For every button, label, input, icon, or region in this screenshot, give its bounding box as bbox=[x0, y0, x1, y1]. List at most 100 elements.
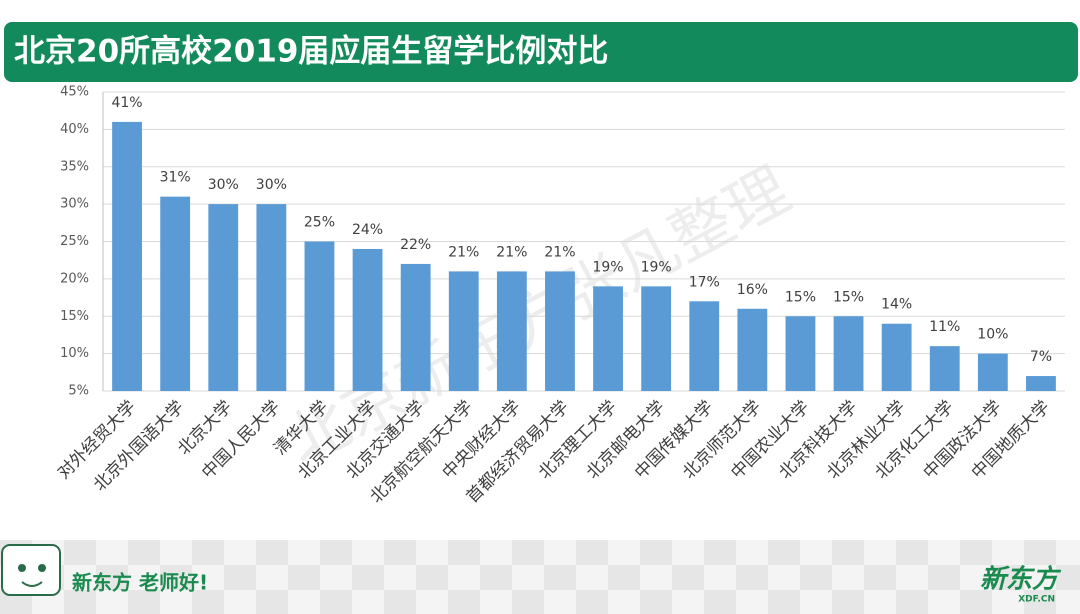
bar bbox=[785, 316, 816, 391]
check bbox=[192, 590, 224, 614]
value-label: 21% bbox=[496, 244, 527, 260]
bar bbox=[112, 121, 142, 392]
bar bbox=[256, 204, 287, 391]
y-tick-label: 5% bbox=[68, 384, 89, 399]
y-tick-label: 40% bbox=[60, 122, 89, 137]
check bbox=[320, 540, 352, 565]
check bbox=[288, 565, 320, 590]
value-label: 11% bbox=[929, 319, 960, 335]
check bbox=[480, 565, 512, 590]
footer-pattern bbox=[0, 540, 1080, 614]
value-label: 21% bbox=[544, 244, 575, 260]
check bbox=[384, 540, 416, 565]
value-label: 31% bbox=[160, 170, 191, 186]
y-tick-label: 15% bbox=[60, 309, 89, 324]
check bbox=[576, 540, 608, 565]
y-tick-label: 25% bbox=[60, 234, 89, 249]
check bbox=[128, 540, 160, 565]
check bbox=[544, 565, 576, 590]
bar bbox=[1026, 376, 1056, 391]
check bbox=[704, 590, 736, 614]
check bbox=[512, 590, 544, 614]
value-label: 16% bbox=[737, 282, 768, 298]
bar bbox=[160, 196, 191, 391]
check bbox=[128, 590, 160, 614]
check bbox=[800, 565, 832, 590]
check bbox=[448, 540, 480, 565]
bar bbox=[977, 353, 1008, 391]
check bbox=[896, 540, 928, 565]
check bbox=[832, 540, 864, 565]
footer-slogan: 新东方 老师好! bbox=[72, 571, 208, 595]
check bbox=[896, 590, 928, 614]
y-tick-label: 45% bbox=[60, 85, 89, 100]
value-label: 15% bbox=[785, 289, 816, 305]
value-label: 19% bbox=[592, 259, 623, 275]
bar bbox=[545, 271, 575, 391]
y-tick-label: 10% bbox=[60, 346, 89, 361]
value-label: 24% bbox=[352, 222, 383, 238]
check bbox=[768, 540, 800, 565]
y-tick-label: 35% bbox=[60, 159, 89, 174]
value-label: 17% bbox=[689, 274, 720, 290]
check bbox=[352, 565, 384, 590]
value-label: 14% bbox=[881, 297, 912, 313]
check bbox=[64, 540, 96, 565]
value-label: 21% bbox=[448, 244, 479, 260]
value-label: 41% bbox=[111, 95, 142, 111]
check bbox=[448, 590, 480, 614]
check bbox=[512, 540, 544, 565]
value-label: 7% bbox=[1030, 349, 1052, 365]
check bbox=[928, 565, 960, 590]
bar bbox=[737, 308, 768, 391]
check bbox=[640, 590, 672, 614]
check bbox=[960, 590, 992, 614]
bar bbox=[352, 248, 383, 391]
title-bar bbox=[4, 22, 1078, 82]
check bbox=[640, 540, 672, 565]
bar bbox=[400, 263, 431, 391]
value-label: 25% bbox=[304, 215, 335, 231]
check bbox=[256, 590, 288, 614]
mascot bbox=[1, 544, 61, 596]
check bbox=[192, 540, 224, 565]
chart-title: 北京20所高校2019届应届生留学比例对比 bbox=[14, 34, 608, 70]
check bbox=[224, 565, 256, 590]
logo-sub: XDF.CN bbox=[1018, 595, 1055, 605]
bar bbox=[496, 271, 527, 391]
check bbox=[704, 540, 736, 565]
check bbox=[320, 590, 352, 614]
check bbox=[768, 590, 800, 614]
check bbox=[960, 540, 992, 565]
bar bbox=[929, 346, 960, 391]
bar bbox=[593, 286, 623, 391]
y-tick-label: 30% bbox=[60, 197, 89, 212]
check bbox=[864, 565, 896, 590]
value-label: 19% bbox=[641, 259, 672, 275]
check bbox=[576, 590, 608, 614]
check bbox=[96, 565, 128, 590]
value-label: 30% bbox=[256, 177, 287, 193]
check bbox=[384, 590, 416, 614]
check bbox=[256, 540, 288, 565]
value-label: 22% bbox=[400, 237, 431, 253]
value-label: 15% bbox=[833, 289, 864, 305]
bar bbox=[833, 316, 864, 391]
bar bbox=[448, 271, 479, 391]
bar bbox=[208, 204, 239, 391]
check bbox=[992, 565, 1024, 590]
check bbox=[64, 590, 96, 614]
check bbox=[672, 565, 704, 590]
check bbox=[832, 590, 864, 614]
bar bbox=[689, 301, 720, 391]
check bbox=[608, 565, 640, 590]
value-label: 30% bbox=[208, 177, 239, 193]
check bbox=[736, 565, 768, 590]
check bbox=[160, 565, 192, 590]
check bbox=[1056, 565, 1080, 590]
check bbox=[416, 565, 448, 590]
check bbox=[1024, 590, 1056, 614]
bar bbox=[641, 286, 672, 391]
check bbox=[1024, 540, 1056, 565]
